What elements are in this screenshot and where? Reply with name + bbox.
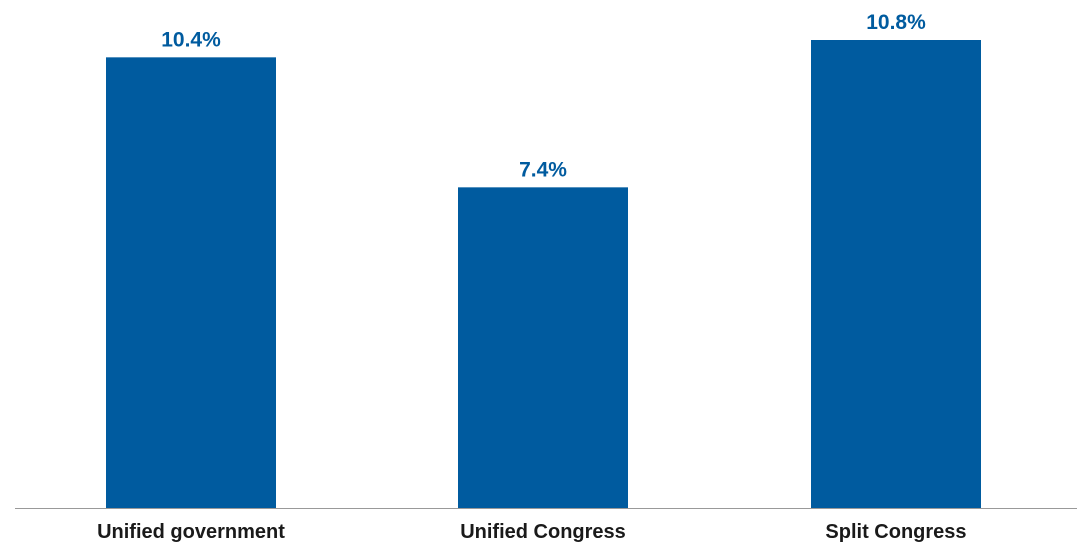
- bar-2: [458, 187, 628, 509]
- bar-1: [106, 57, 276, 508]
- category-label-1: Unified government: [97, 521, 285, 543]
- category-label-3: Split Congress: [825, 521, 966, 543]
- category-label-2: Unified Congress: [460, 521, 626, 543]
- value-labels: 10.4% 7.4% 10.8%: [161, 11, 926, 181]
- value-label-3: 10.8%: [866, 11, 926, 34]
- bars: [106, 40, 981, 509]
- value-label-1: 10.4%: [161, 28, 221, 51]
- value-label-2: 7.4%: [519, 158, 567, 181]
- category-labels: Unified government Unified Congress Split …: [97, 521, 966, 543]
- bar-3: [811, 40, 981, 508]
